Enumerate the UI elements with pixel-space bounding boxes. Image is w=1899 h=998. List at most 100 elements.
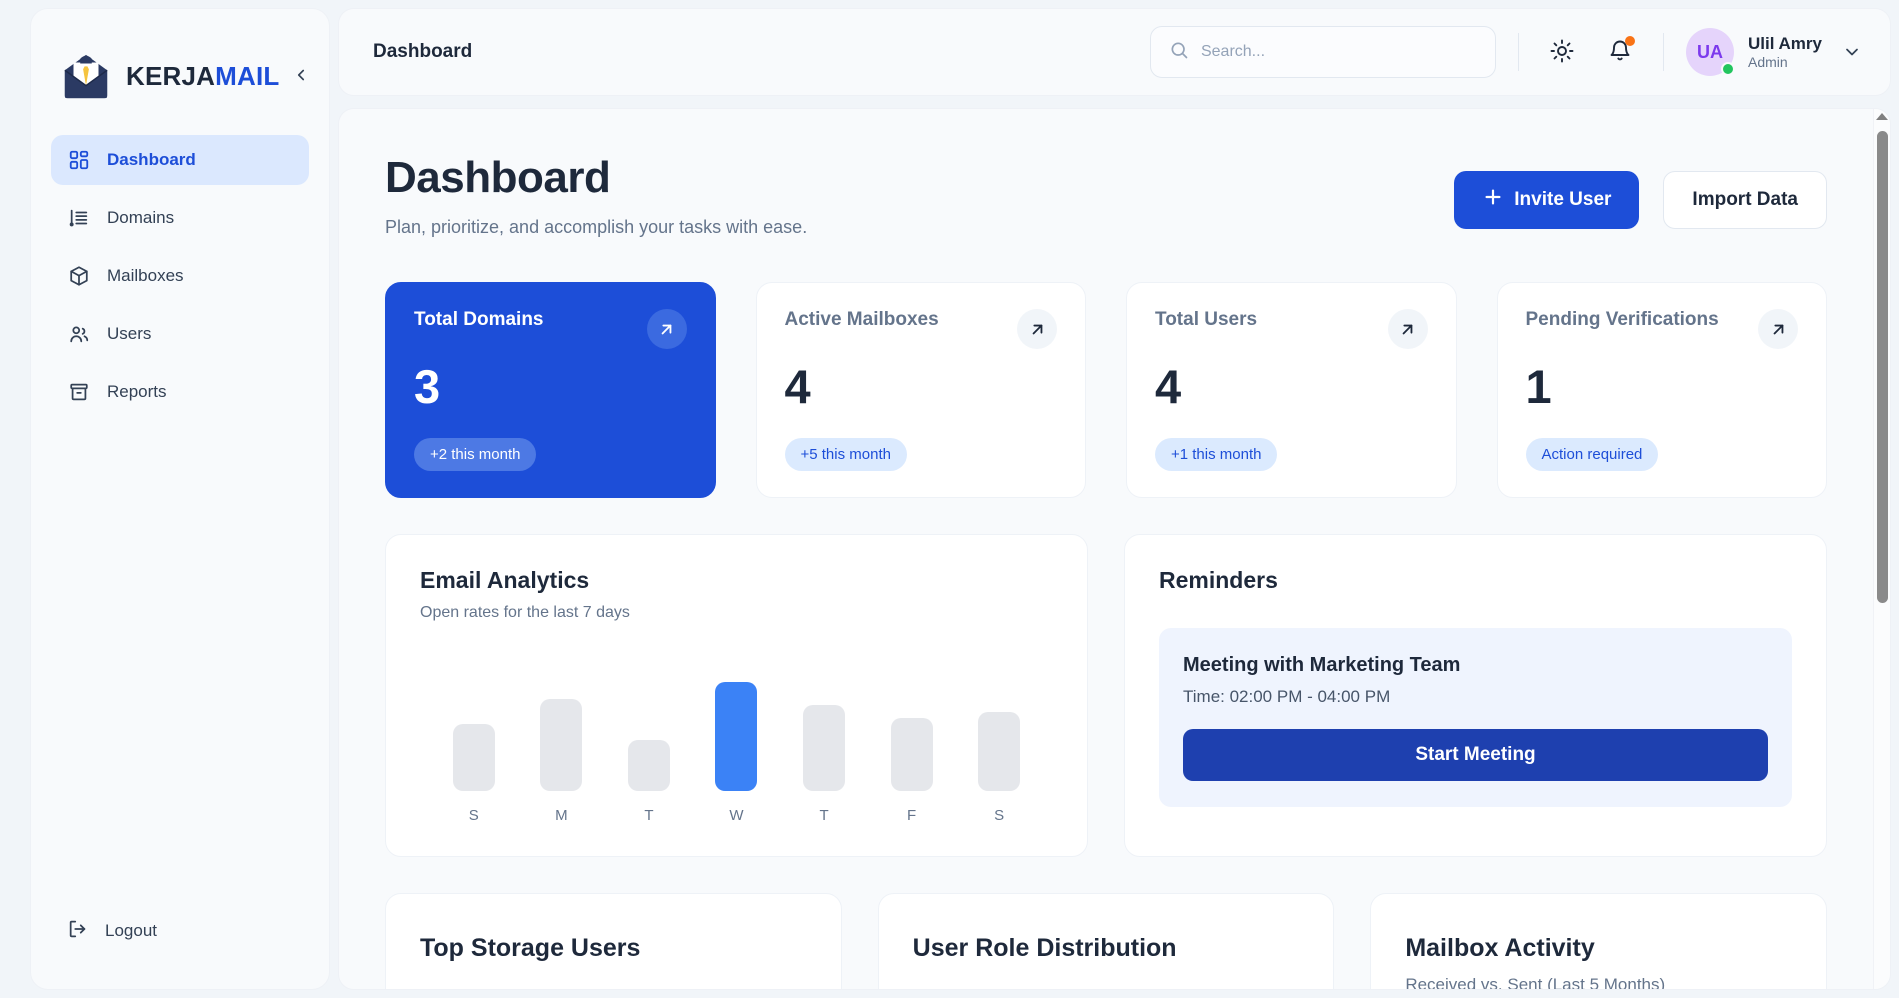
sidebar-item-mailboxes[interactable]: Mailboxes — [51, 251, 309, 301]
stat-label: Active Mailboxes — [784, 309, 939, 330]
envelope-person-logo-icon — [59, 51, 113, 101]
import-data-button[interactable]: Import Data — [1663, 171, 1827, 229]
stat-label: Total Domains — [414, 309, 544, 330]
reminders-card: Reminders Meeting with Marketing Team Ti… — [1124, 534, 1827, 857]
brand-name-part2: MAIL — [215, 60, 280, 91]
card-title: User Role Distribution — [912, 934, 1177, 962]
scroll-up-arrow-icon[interactable] — [1876, 113, 1888, 120]
import-data-label: Import Data — [1692, 189, 1798, 210]
start-meeting-button[interactable]: Start Meeting — [1183, 729, 1768, 781]
stat-value: 4 — [1155, 360, 1182, 413]
online-status-dot — [1720, 62, 1735, 76]
card-subtitle: Open rates for the last 7 days — [420, 604, 630, 621]
plus-icon — [1482, 186, 1504, 214]
sidebar-item-domains[interactable]: Domains — [51, 193, 309, 243]
search-box[interactable] — [1149, 26, 1496, 78]
sidebar-item-label: Mailboxes — [107, 266, 184, 285]
stat-badge: +1 this month — [1155, 438, 1278, 471]
sun-icon — [1550, 39, 1574, 66]
bar[interactable] — [540, 699, 583, 791]
page-actions: Invite User Import Data — [1454, 153, 1827, 229]
bar-column: F — [884, 718, 940, 824]
logout-button[interactable]: Logout — [51, 907, 309, 955]
card-subtitle: Received vs. Sent (Last 5 Months) — [1405, 975, 1666, 990]
stat-badge: +2 this month — [414, 438, 537, 471]
topbar-actions: UA Ulil Amry Admin — [1149, 26, 1862, 78]
search-icon — [1169, 40, 1189, 65]
vertical-scrollbar[interactable] — [1873, 109, 1890, 989]
stat-card-pending-verifications[interactable]: Pending Verifications 1 Action required — [1496, 282, 1827, 498]
bar-column: M — [533, 699, 589, 824]
sidebar-item-label: Reports — [107, 382, 167, 401]
bar-column: T — [796, 705, 852, 824]
sidebar-collapse-button[interactable] — [292, 63, 310, 89]
profile-name: Ulil Amry — [1747, 33, 1822, 53]
users-icon — [67, 322, 91, 346]
bar-label: S — [468, 807, 479, 824]
top-storage-users-card: Top Storage Users — [385, 893, 842, 989]
notification-badge-dot — [1624, 36, 1635, 46]
brand: KERJAMAIL — [31, 9, 329, 109]
stat-badge: +5 this month — [784, 438, 907, 471]
stat-card-top: Total Domains — [414, 309, 687, 349]
notifications-button[interactable] — [1599, 31, 1641, 73]
stat-card-total-users[interactable]: Total Users 4 +1 this month — [1126, 282, 1457, 498]
bar[interactable] — [803, 705, 846, 791]
sidebar-item-label: Dashboard — [107, 150, 196, 169]
bar-label: T — [644, 807, 654, 824]
grid-icon — [67, 148, 91, 172]
arrow-up-right-icon[interactable] — [1387, 309, 1428, 349]
arrow-up-right-icon[interactable] — [646, 309, 687, 349]
mid-row: Email Analytics Open rates for the last … — [385, 534, 1827, 857]
divider — [1662, 33, 1664, 71]
sidebar-item-label: Domains — [107, 208, 175, 227]
reminder-item: Meeting with Marketing Team Time: 02:00 … — [1159, 628, 1792, 807]
stat-badge: Action required — [1525, 438, 1659, 471]
arrow-up-right-icon[interactable] — [1758, 309, 1798, 349]
stat-label: Total Users — [1155, 309, 1258, 330]
mailbox-activity-card: Mailbox Activity Received vs. Sent (Last… — [1370, 893, 1827, 990]
bar[interactable] — [452, 724, 495, 791]
logout-icon — [67, 918, 89, 945]
profile-text: Ulil Amry Admin — [1748, 33, 1822, 72]
stat-card-total-domains[interactable]: Total Domains 3 +2 this month — [385, 282, 716, 498]
bar[interactable] — [715, 682, 758, 791]
stat-card-top: Pending Verifications — [1526, 309, 1798, 349]
stat-card-top: Total Users — [1155, 309, 1428, 349]
stat-card-top: Active Mailboxes — [784, 309, 1057, 349]
page-subtitle: Plan, prioritize, and accomplish your ta… — [385, 217, 808, 237]
invite-user-button[interactable]: Invite User — [1454, 171, 1640, 229]
logout-label: Logout — [105, 921, 157, 940]
bar[interactable] — [978, 712, 1021, 791]
stat-value: 3 — [414, 360, 441, 413]
bar[interactable] — [890, 718, 933, 791]
avatar: UA — [1685, 28, 1735, 76]
stat-card-active-mailboxes[interactable]: Active Mailboxes 4 +5 this month — [755, 282, 1086, 498]
page-title: Dashboard — [385, 153, 611, 202]
sidebar-item-dashboard[interactable]: Dashboard — [51, 135, 309, 185]
profile-menu[interactable]: UA Ulil Amry Admin — [1685, 28, 1862, 76]
page-heading-block: Dashboard Plan, prioritize, and accompli… — [385, 153, 807, 238]
chevron-down-icon[interactable] — [1842, 42, 1862, 62]
arrow-up-right-icon[interactable] — [1017, 309, 1057, 349]
breadcrumb: Dashboard — [373, 41, 473, 62]
theme-toggle-button[interactable] — [1541, 31, 1583, 73]
chevron-left-icon — [292, 66, 310, 87]
sidebar-item-reports[interactable]: Reports — [51, 367, 309, 417]
sidebar-footer: Logout — [31, 907, 329, 989]
scrollbar-thumb[interactable] — [1877, 131, 1888, 603]
bar-label: F — [907, 807, 917, 824]
content-pane: Dashboard Plan, prioritize, and accompli… — [338, 108, 1891, 990]
email-analytics-card: Email Analytics Open rates for the last … — [385, 534, 1088, 857]
sidebar-item-label: Users — [107, 324, 152, 343]
card-title: Email Analytics — [420, 567, 590, 593]
bar-column: S — [971, 712, 1027, 824]
sidebar-item-users[interactable]: Users — [51, 309, 309, 359]
search-input[interactable] — [1200, 43, 1477, 61]
bar-column: S — [446, 724, 502, 824]
stat-value: 4 — [784, 360, 811, 413]
content-scroll-area: Dashboard Plan, prioritize, and accompli… — [339, 109, 1873, 989]
bar-column: T — [621, 740, 677, 824]
bar-column: W — [708, 682, 764, 824]
bar[interactable] — [627, 740, 670, 791]
